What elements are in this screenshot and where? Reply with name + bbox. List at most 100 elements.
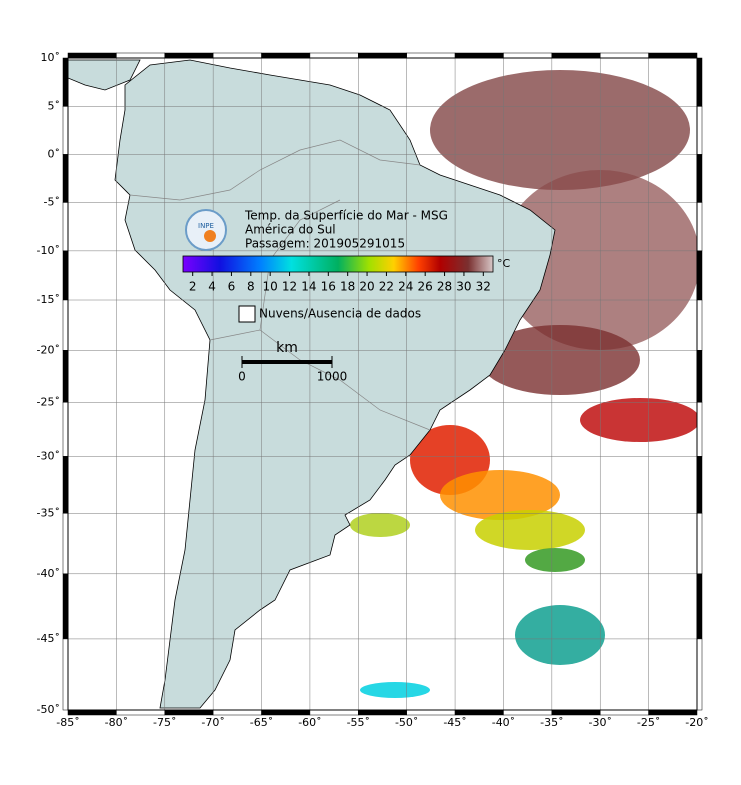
x-tick-label: -55˚ bbox=[347, 716, 370, 729]
y-tick-label: 0˚ bbox=[48, 147, 61, 160]
frame-segment bbox=[62, 106, 69, 155]
frame-segment bbox=[116, 52, 166, 59]
x-tick-label: -35˚ bbox=[540, 716, 563, 729]
frame-segment bbox=[212, 52, 262, 59]
frame-segment bbox=[503, 709, 553, 716]
frame-segment bbox=[696, 299, 703, 351]
colorbar-tick-label: 26 bbox=[418, 280, 433, 294]
colorbar-tick-label: 22 bbox=[379, 280, 394, 294]
frame-segment bbox=[62, 154, 69, 203]
colorbar-tick-label: 30 bbox=[456, 280, 471, 294]
frame-segment bbox=[62, 202, 69, 252]
colorbar-tick-label: 2 bbox=[189, 280, 197, 294]
colorbar-tick-label: 24 bbox=[398, 280, 413, 294]
scale-bar bbox=[242, 360, 332, 364]
no-data-label: Nuvens/Ausencia de dados bbox=[259, 307, 421, 321]
frame-segment bbox=[62, 350, 69, 403]
x-tick-label: -45˚ bbox=[443, 716, 466, 729]
region: América do Sul bbox=[245, 223, 336, 237]
no-data-swatch bbox=[238, 305, 256, 323]
x-tick-label: -60˚ bbox=[298, 716, 321, 729]
y-tick-label: -40˚ bbox=[37, 567, 60, 580]
frame-segment bbox=[696, 456, 703, 514]
y-tick-label: -50˚ bbox=[37, 703, 60, 716]
map-title: Temp. da Superfície do Mar - MSG bbox=[244, 209, 448, 223]
logo-text: INPE bbox=[198, 222, 214, 230]
sst-patches bbox=[350, 70, 697, 698]
y-tick-label: -15˚ bbox=[37, 293, 60, 306]
frame-segment bbox=[116, 709, 166, 716]
frame-segment bbox=[696, 250, 703, 301]
frame-segment bbox=[696, 402, 703, 457]
x-tick-label: -65˚ bbox=[250, 716, 273, 729]
pass-time: Passagem: 201905291015 bbox=[245, 237, 405, 251]
frame-segment bbox=[62, 250, 69, 301]
frame-segment bbox=[406, 709, 456, 716]
frame-segment bbox=[551, 52, 601, 59]
frame-segment bbox=[164, 709, 214, 716]
colorbar bbox=[182, 255, 494, 273]
colorbar-tick-label: 4 bbox=[208, 280, 216, 294]
x-tick-label: -40˚ bbox=[492, 716, 515, 729]
frame-segment bbox=[696, 154, 703, 203]
frame-segment bbox=[696, 350, 703, 403]
map-frame: -85˚ -80˚ -75˚ -70˚ -65˚ -60˚ -55˚ -50˚ -45˚ -40˚… bbox=[37, 51, 709, 729]
frame-segment bbox=[62, 299, 69, 351]
frame-segment bbox=[358, 52, 407, 59]
colorbar-tick-label: 28 bbox=[437, 280, 452, 294]
logo bbox=[185, 209, 227, 251]
frame-segment bbox=[696, 57, 703, 107]
frame-segment bbox=[62, 638, 69, 711]
frame-segment bbox=[454, 709, 504, 716]
colorbar-tick-label: 20 bbox=[359, 280, 374, 294]
frame-segment bbox=[696, 638, 703, 711]
frame-segment bbox=[599, 52, 649, 59]
frame-segment bbox=[599, 709, 649, 716]
frame-segment bbox=[67, 709, 117, 716]
colorbar-unit: °C bbox=[497, 257, 511, 270]
y-tick-label: -5˚ bbox=[44, 195, 60, 208]
colorbar-tick-label: 6 bbox=[228, 280, 236, 294]
frame-segment bbox=[309, 709, 359, 716]
x-tick-label: -80˚ bbox=[105, 716, 128, 729]
colorbar-tick-label: 10 bbox=[263, 280, 278, 294]
x-tick-label: -50˚ bbox=[395, 716, 418, 729]
colorbar-tick-label: 32 bbox=[476, 280, 491, 294]
colorbar-tick-label: 16 bbox=[321, 280, 336, 294]
x-tick-label: -85˚ bbox=[56, 716, 79, 729]
frame-segment bbox=[62, 573, 69, 640]
y-tick-label: -45˚ bbox=[37, 632, 60, 645]
y-tick-label: -10˚ bbox=[37, 244, 60, 257]
scale-unit: km bbox=[276, 340, 298, 356]
y-tick-label: -30˚ bbox=[37, 449, 60, 462]
frame-segment bbox=[62, 456, 69, 514]
frame-segment bbox=[62, 57, 69, 107]
colorbar-tick-label: 18 bbox=[340, 280, 355, 294]
frame-segment bbox=[358, 709, 407, 716]
x-tick-label: -25˚ bbox=[637, 716, 660, 729]
frame-segment bbox=[648, 52, 698, 59]
frame-segment bbox=[261, 52, 311, 59]
info-panel: INPE Temp. da Superfície do Mar - MSG Am… bbox=[182, 209, 511, 384]
y-tick-label: -25˚ bbox=[37, 395, 60, 408]
frame-segment bbox=[164, 52, 214, 59]
frame-segment bbox=[696, 202, 703, 252]
map-border bbox=[67, 57, 698, 711]
frame-segment bbox=[212, 709, 262, 716]
colorbar-tick-label: 12 bbox=[282, 280, 297, 294]
y-tick-label: -20˚ bbox=[37, 343, 60, 356]
frame-segment bbox=[696, 573, 703, 640]
frame-segment bbox=[261, 709, 311, 716]
logo-sun bbox=[204, 230, 216, 242]
frame-segment bbox=[62, 402, 69, 457]
x-tick-label: -75˚ bbox=[153, 716, 176, 729]
frame-segment bbox=[309, 52, 359, 59]
y-tick-label: -35˚ bbox=[37, 506, 60, 519]
x-tick-label: -70˚ bbox=[201, 716, 224, 729]
frame-segment bbox=[551, 709, 601, 716]
frame-segment bbox=[696, 513, 703, 575]
scale-label: 0 bbox=[238, 370, 246, 384]
frame-segment bbox=[503, 52, 553, 59]
frame-segment bbox=[454, 52, 504, 59]
